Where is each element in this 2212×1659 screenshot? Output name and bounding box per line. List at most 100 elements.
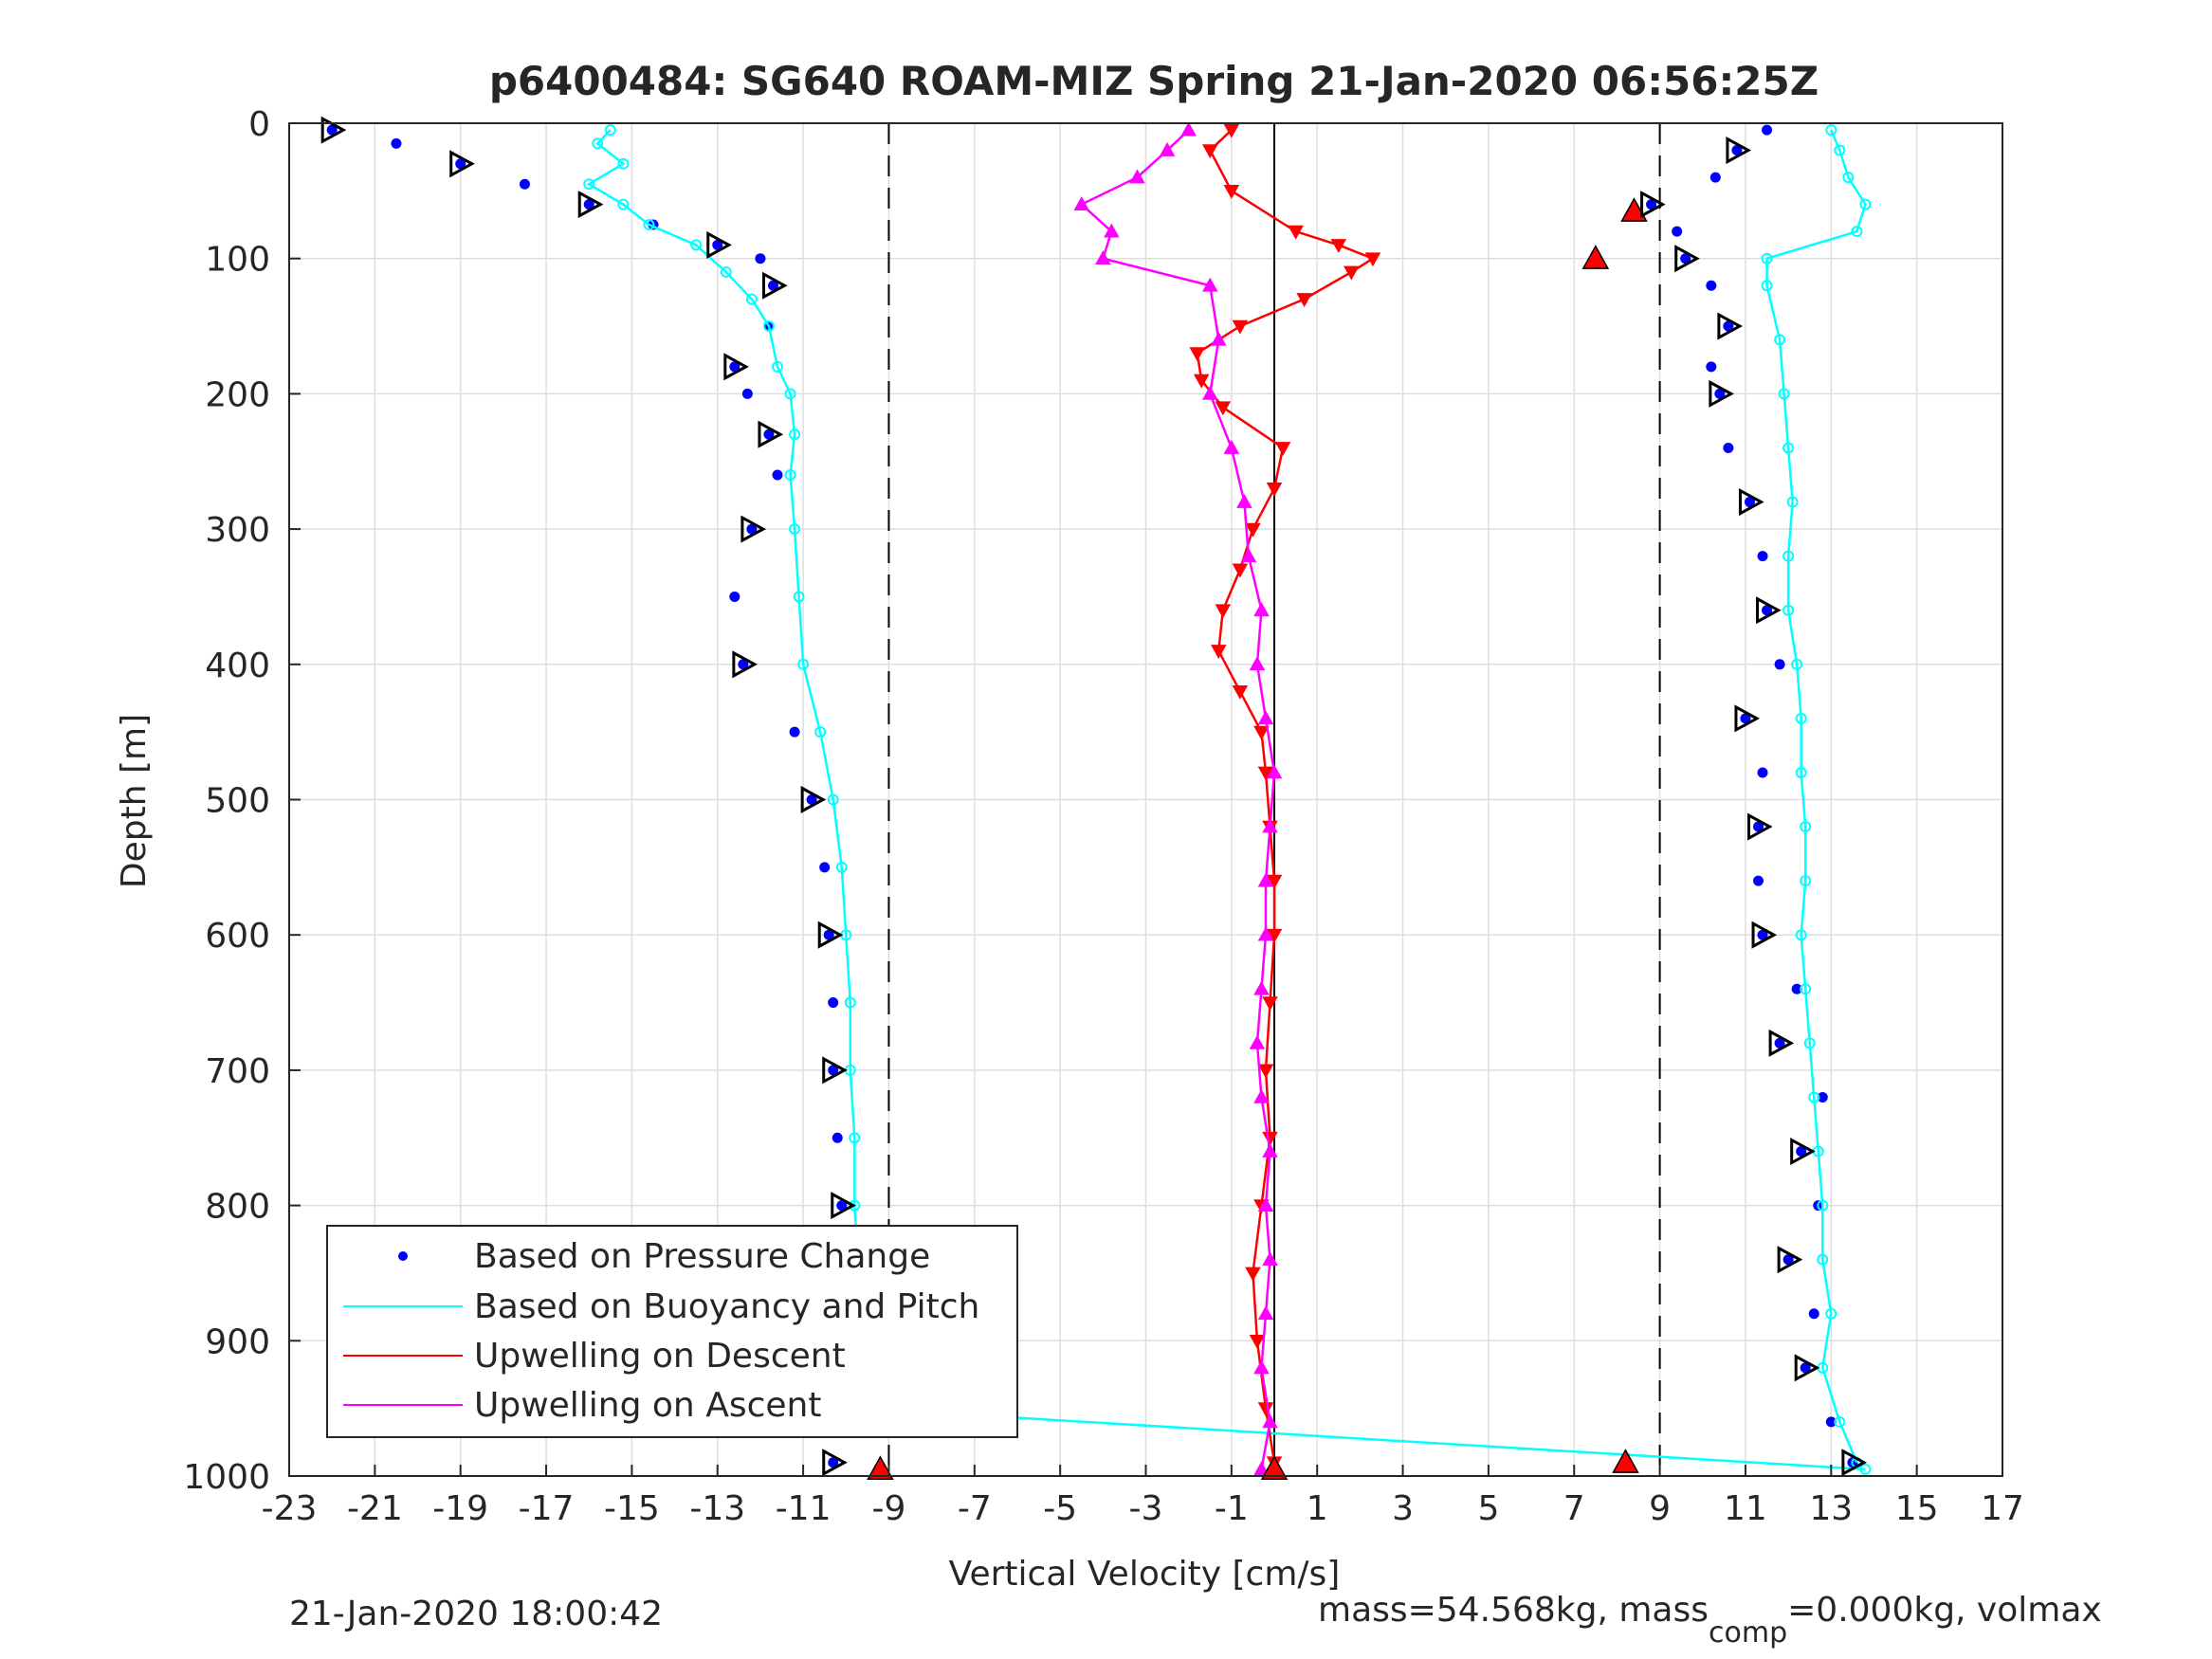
- data-point: [1709, 172, 1721, 183]
- data-point: [1778, 388, 1790, 400]
- footer-timestamp: 21-Jan-2020 18:00:42: [289, 1595, 663, 1633]
- data-point: [789, 523, 801, 536]
- data-point: [1253, 602, 1270, 617]
- x-axis-label: Vertical Velocity [cm/s]: [949, 1555, 1341, 1594]
- data-point: [1232, 563, 1249, 578]
- data-point: [720, 265, 732, 278]
- x-tick-label: -3: [1129, 1489, 1163, 1528]
- legend-label-descent: Upwelling on Descent: [474, 1337, 846, 1376]
- grid: [288, 122, 2003, 1477]
- glide-marker: [1794, 1354, 1820, 1382]
- x-tick-label: -5: [1043, 1489, 1077, 1528]
- data-point: [1859, 198, 1872, 210]
- data-point: [772, 469, 783, 481]
- glide-marker: [1756, 596, 1782, 625]
- data-point: [1266, 764, 1283, 779]
- data-point: [1159, 141, 1176, 156]
- marker-point: [867, 1455, 894, 1481]
- x-tick-label: 3: [1392, 1489, 1414, 1528]
- data-point: [1266, 482, 1283, 497]
- data-point: [1714, 388, 1726, 399]
- data-point: [823, 929, 834, 940]
- x-tick-label: 9: [1649, 1489, 1671, 1528]
- series-layer: [320, 116, 1872, 1481]
- data-point: [1236, 494, 1252, 508]
- data-point: [771, 360, 783, 373]
- glide-marker: [706, 230, 732, 259]
- glide-marker: [740, 515, 767, 543]
- data-point: [1774, 1037, 1785, 1048]
- glide-marker: [800, 785, 827, 814]
- data-point: [1262, 818, 1278, 833]
- data-point: [1795, 766, 1807, 778]
- data-point: [1344, 265, 1360, 281]
- data-point: [1706, 361, 1717, 373]
- data-point: [1825, 124, 1837, 137]
- glide-marker: [1709, 379, 1734, 408]
- x-tick-label: -9: [871, 1489, 905, 1528]
- legend-label-buoyancy: Based on Buoyancy and Pitch: [474, 1287, 979, 1326]
- glide-marker: [1640, 191, 1666, 219]
- data-point: [729, 591, 740, 602]
- data-point: [1257, 872, 1274, 887]
- data-point: [1753, 821, 1764, 832]
- data-point: [1744, 497, 1755, 508]
- y-tick-label: 0: [248, 105, 270, 144]
- glide-marker: [1674, 245, 1700, 273]
- data-point: [1274, 442, 1291, 457]
- data-point: [1193, 374, 1210, 389]
- data-point: [1723, 442, 1734, 453]
- data-point: [1817, 1091, 1828, 1103]
- data-point: [1808, 1308, 1819, 1320]
- data-point: [1800, 983, 1812, 995]
- data-point: [1723, 320, 1734, 332]
- data-point: [1129, 169, 1145, 184]
- reference-lines: [887, 123, 1661, 1476]
- y-tick-label: 1000: [183, 1458, 270, 1497]
- glide-marker: [577, 191, 604, 219]
- glide-marker: [1768, 1029, 1795, 1057]
- data-point: [1245, 1267, 1261, 1282]
- glide-marker: [758, 420, 784, 448]
- y-tick-label: 700: [205, 1052, 270, 1091]
- x-tick-label: -15: [604, 1489, 660, 1528]
- series-based-on-buoyancy-and-pitch: [583, 124, 1872, 1475]
- data-point: [1257, 1064, 1274, 1079]
- data-point: [1825, 1307, 1837, 1320]
- legend-label-pressure: Based on Pressure Change: [474, 1237, 930, 1276]
- data-point: [712, 239, 723, 250]
- data-point: [1215, 604, 1232, 619]
- data-point: [1253, 1088, 1270, 1103]
- data-point: [1762, 605, 1773, 616]
- x-tick-label: -17: [519, 1489, 575, 1528]
- data-point: [455, 158, 466, 170]
- data-point: [1253, 725, 1270, 740]
- data-point: [1073, 196, 1090, 210]
- glide-marker: [1751, 921, 1778, 949]
- y-tick-label: 100: [205, 241, 270, 280]
- marker-point: [1260, 1455, 1289, 1481]
- data-point: [828, 1457, 839, 1468]
- glide-marker: [1841, 1449, 1868, 1477]
- glide-marker: [761, 271, 788, 300]
- data-point: [819, 862, 831, 873]
- data-point: [1800, 1362, 1811, 1374]
- data-point: [849, 1199, 861, 1212]
- data-point: [604, 124, 616, 137]
- data-point: [617, 198, 630, 210]
- data-point: [1834, 1415, 1846, 1428]
- data-point: [827, 793, 839, 806]
- y-tick-label: 500: [205, 782, 270, 821]
- legend-label-ascent: Upwelling on Ascent: [474, 1386, 821, 1425]
- glide-marker: [320, 116, 347, 144]
- data-point: [1842, 172, 1855, 184]
- glide-marker: [723, 353, 749, 381]
- data-point: [617, 157, 630, 170]
- data-point: [1825, 1416, 1837, 1428]
- y-tick-label: 800: [205, 1188, 270, 1227]
- data-point: [1266, 874, 1283, 889]
- data-point: [1296, 293, 1312, 308]
- data-point: [1257, 926, 1274, 941]
- data-point: [1803, 1037, 1816, 1049]
